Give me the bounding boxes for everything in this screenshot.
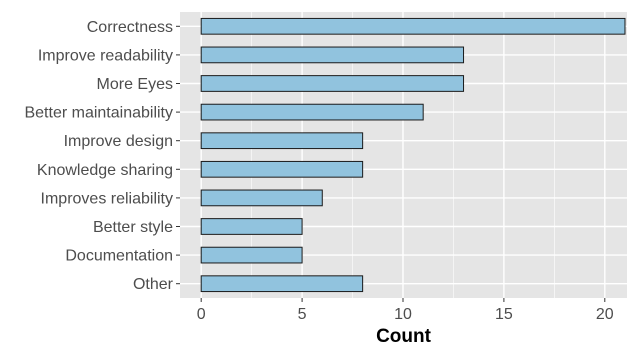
category-label: More Eyes [97, 76, 173, 93]
x-tick-label: 5 [298, 306, 307, 323]
category-label: Improve readability [38, 47, 173, 64]
bars [200, 17, 626, 293]
x-tick-label: 15 [495, 306, 513, 323]
category-label: Better maintainability [24, 105, 173, 122]
bar [200, 132, 364, 150]
x-axis-title: Count [376, 326, 432, 347]
bar [200, 246, 303, 264]
x-tick-label: 10 [394, 306, 412, 323]
category-label: Improve design [64, 133, 173, 150]
bar [200, 75, 465, 92]
category-label: Other [133, 276, 174, 293]
bar [200, 160, 364, 178]
bar [200, 46, 465, 64]
x-tick-label: 0 [197, 306, 206, 323]
bar [200, 275, 364, 293]
x-axis: 0 5 10 15 20 [197, 298, 614, 323]
category-label: Knowledge sharing [37, 162, 173, 179]
bar [200, 218, 303, 235]
x-tick-label: 20 [596, 306, 614, 323]
category-label: Better style [93, 219, 173, 236]
category-label: Documentation [65, 248, 173, 265]
y-axis: Correctness Improve readability More Eyes B… [24, 19, 180, 293]
bar [200, 103, 424, 121]
category-label: Correctness [87, 19, 173, 36]
bar [200, 189, 323, 207]
bar [200, 17, 626, 35]
category-label: Improves reliability [41, 190, 173, 207]
